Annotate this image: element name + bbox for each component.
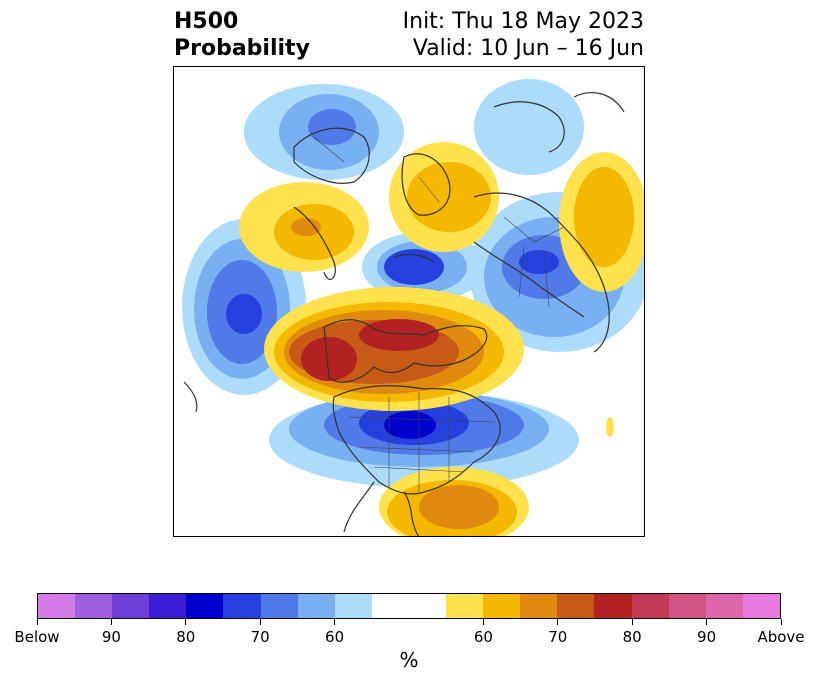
colorbar-segment [668, 594, 706, 618]
colorbar-segment [446, 594, 484, 618]
colorbar-tick [780, 619, 782, 625]
colorbar-segment [334, 594, 372, 618]
colorbar-tick-label: 80 [176, 628, 196, 646]
init-date: Init: Thu 18 May 2023 [402, 9, 644, 34]
colorbar-segment [223, 594, 261, 618]
title-line2: Probability [174, 36, 310, 61]
colorbar-segment [705, 594, 743, 618]
coastlines [183, 92, 625, 536]
colorbar-segment [260, 594, 298, 618]
colorbar-segment [594, 594, 632, 618]
colorbar-segment [297, 594, 335, 618]
colorbar-segment [742, 594, 780, 618]
date-info: Init: Thu 18 May 2023 Valid: 10 Jun – 16… [403, 8, 644, 62]
below-normal-regions [182, 79, 644, 488]
colorbar-segment [75, 594, 113, 618]
colorbar-tick [36, 619, 38, 625]
colorbar-segment [186, 594, 224, 618]
probability-colorbar [37, 593, 781, 619]
probability-map [173, 66, 645, 537]
colorbar-tick [631, 619, 633, 625]
colorbar-unit: % [399, 648, 419, 672]
colorbar-tick-label: 70 [250, 628, 270, 646]
colorbar-tick-label: 70 [548, 628, 568, 646]
map-title: H500 Probability [174, 8, 310, 62]
colorbar-tick-label: 60 [473, 628, 493, 646]
colorbar-tick [482, 619, 484, 625]
colorbar-segment [520, 594, 558, 618]
colorbar-tick [110, 619, 112, 625]
colorbar-segment [371, 594, 409, 618]
colorbar-tick [334, 619, 336, 625]
colorbar-segment [483, 594, 521, 618]
colorbar-segment [149, 594, 187, 618]
valid-range: Valid: 10 Jun – 16 Jun [412, 36, 644, 61]
colorbar-segment [38, 594, 76, 618]
colorbar-tick-label: 90 [101, 628, 121, 646]
map-canvas [182, 79, 644, 536]
colorbar-tick [259, 619, 261, 625]
colorbar-tick [185, 619, 187, 625]
colorbar-segment [112, 594, 150, 618]
political-borders [313, 136, 565, 492]
colorbar-tick-label: 90 [697, 628, 717, 646]
colorbar-segment [557, 594, 595, 618]
colorbar-segment [631, 594, 669, 618]
colorbar-tick-label: Below [14, 628, 60, 646]
colorbar-segment [408, 594, 447, 618]
colorbar-tick-label: 80 [622, 628, 642, 646]
colorbar-tick [557, 619, 559, 625]
title-line1: H500 [174, 9, 239, 34]
colorbar-tick-label: 60 [325, 628, 345, 646]
colorbar-tick-label: Above [757, 628, 805, 646]
colorbar-tick [706, 619, 708, 625]
